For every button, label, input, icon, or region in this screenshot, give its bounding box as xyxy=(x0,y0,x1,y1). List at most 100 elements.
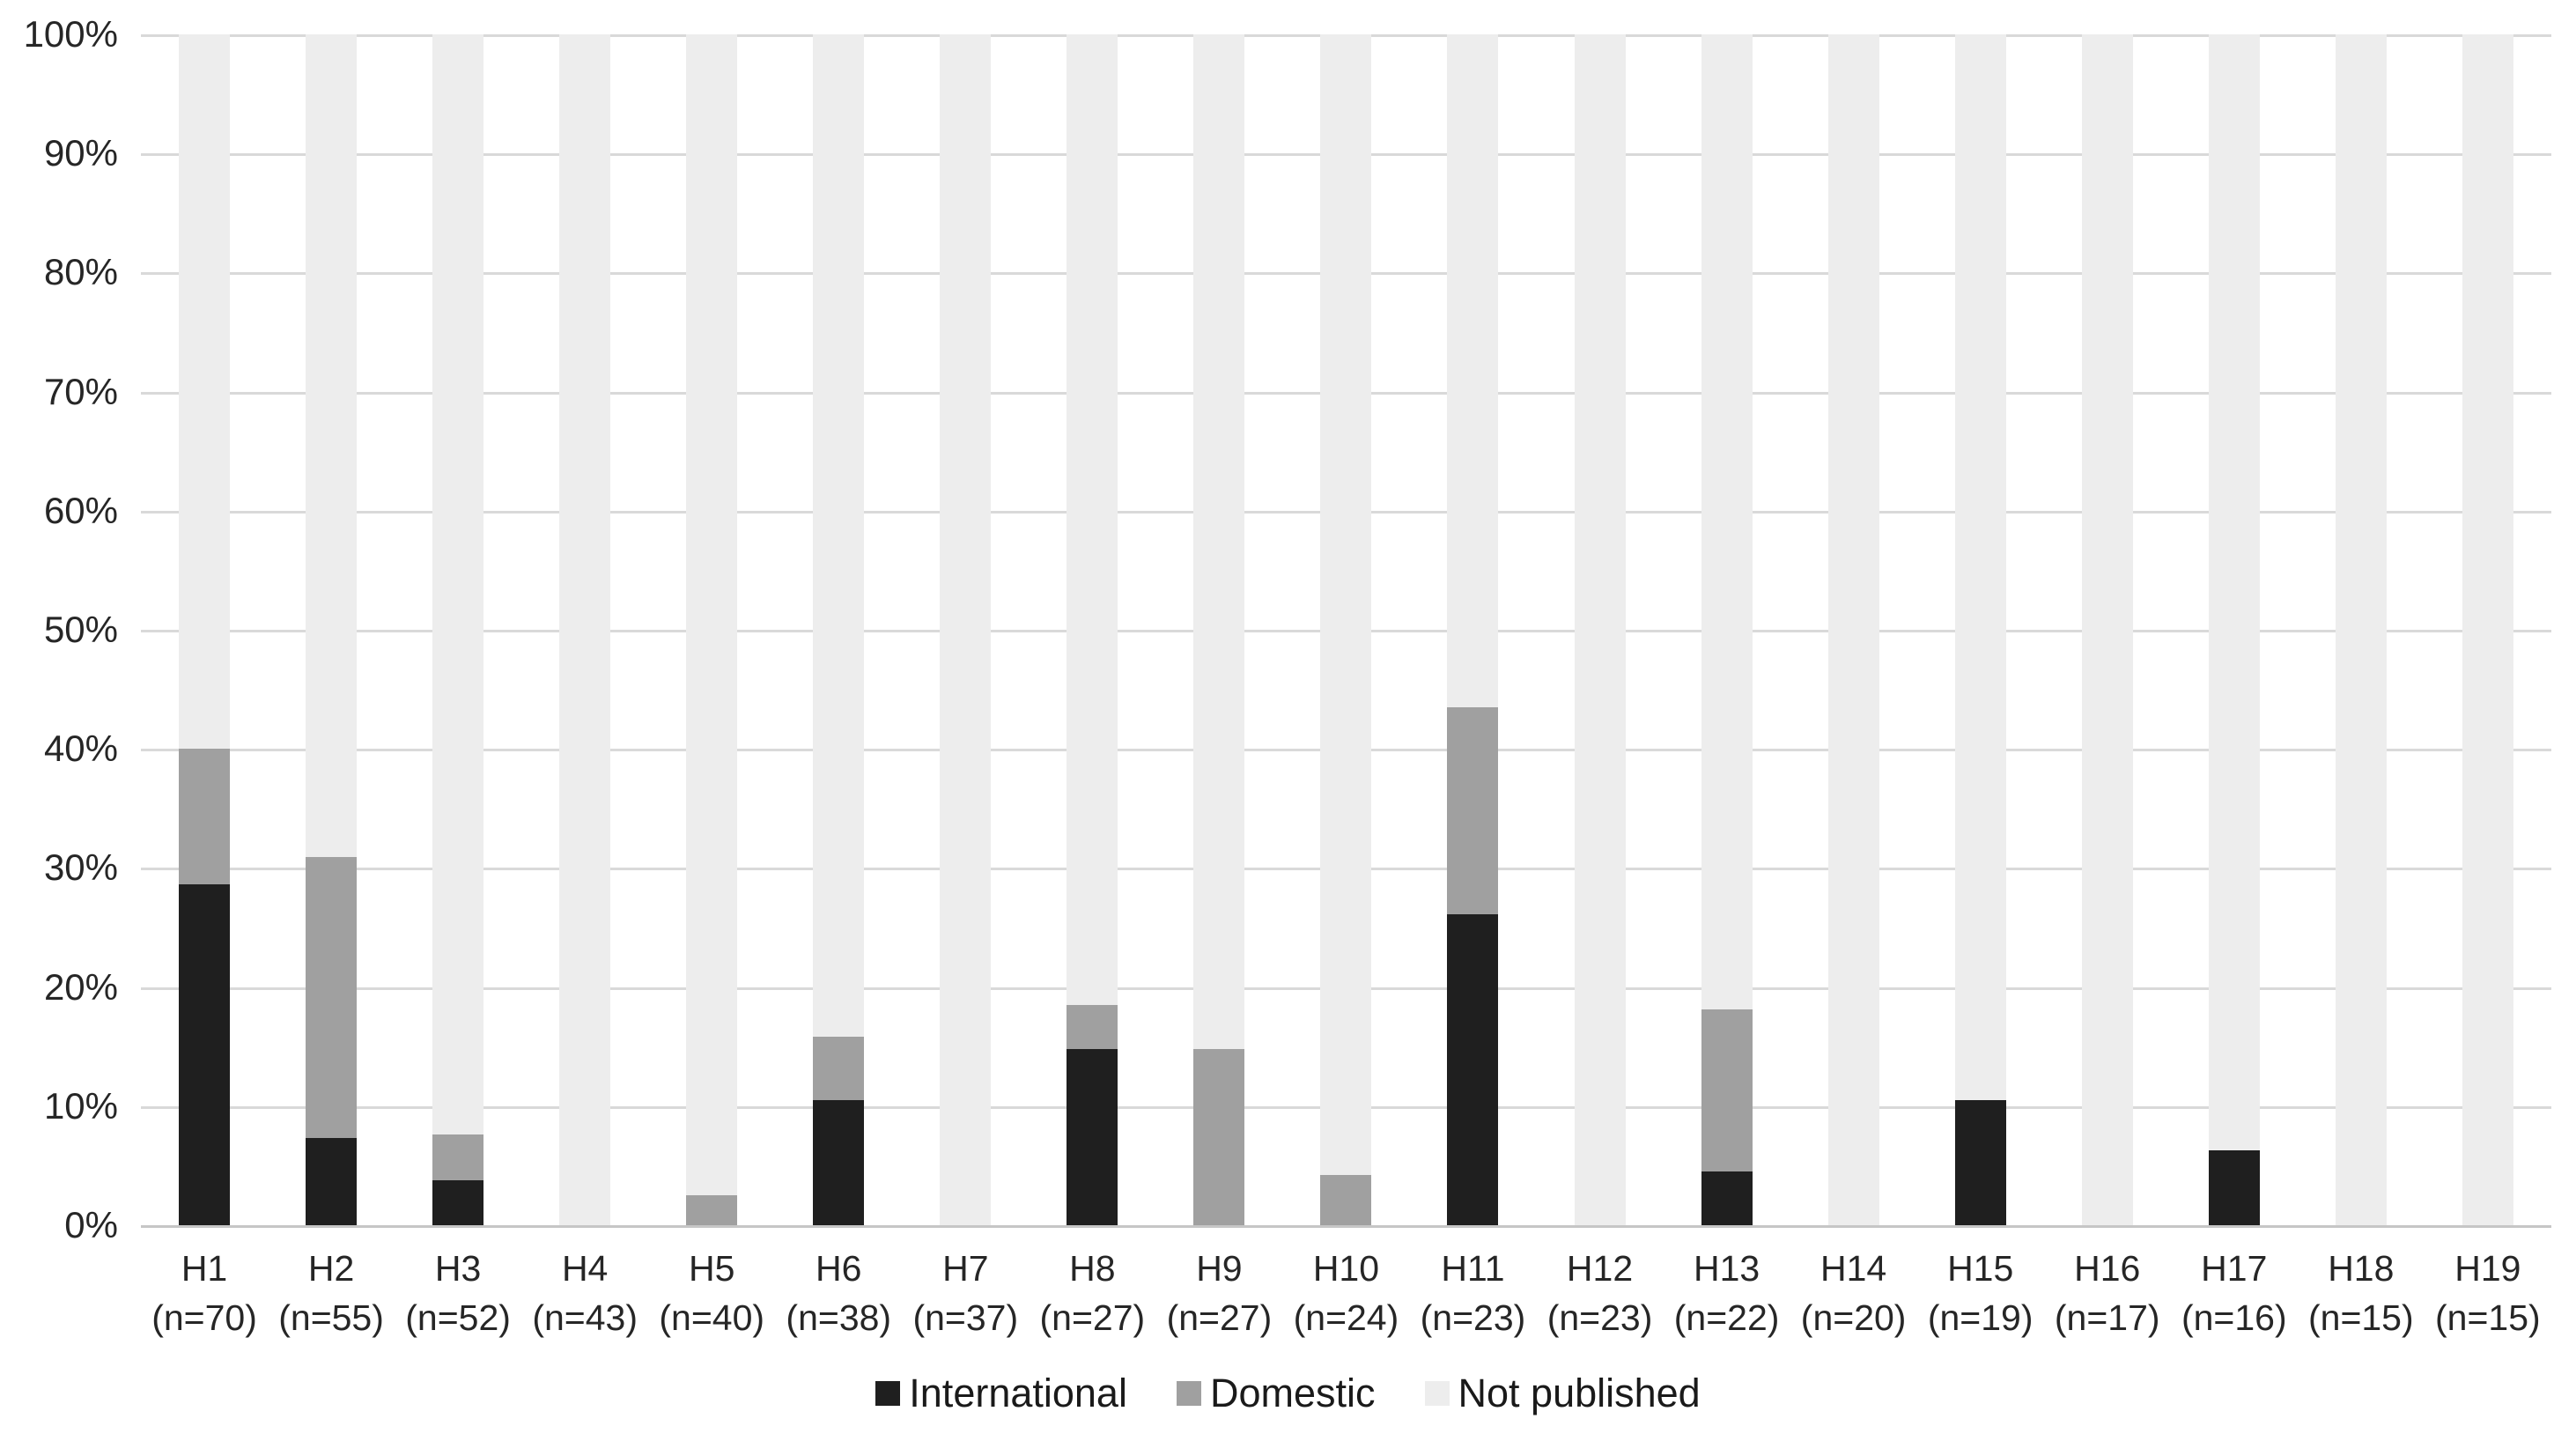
bar-segment-H8-domestic xyxy=(1067,1004,1118,1049)
x-tick-n-label: (n=15) xyxy=(2307,1297,2414,1338)
x-tick-category-label: H6 xyxy=(816,1248,862,1289)
x-tick-n-label: (n=23) xyxy=(1420,1297,1526,1338)
bar-slot-H7 xyxy=(902,34,1029,1225)
legend-swatch-icon xyxy=(875,1381,901,1406)
x-tick-H6: H6 (n=38) xyxy=(775,1244,902,1342)
bar-segment-H10-not-published xyxy=(1320,34,1372,1176)
bar-H6 xyxy=(813,34,865,1225)
x-tick-H4: H4 (n=43) xyxy=(521,1244,648,1342)
bar-segment-H1-domestic xyxy=(179,749,231,885)
x-tick-n-label: (n=43) xyxy=(532,1297,638,1338)
bar-segment-H16-not-published xyxy=(2081,34,2133,1225)
bar-slot-H18 xyxy=(2298,34,2425,1225)
bar-segment-H17-not-published xyxy=(2208,34,2260,1150)
y-tick-label-80%: 80% xyxy=(43,251,118,293)
bar-slot-H3 xyxy=(395,34,521,1225)
x-tick-category-label: H1 xyxy=(181,1248,228,1289)
legend-swatch-icon xyxy=(1176,1381,1201,1406)
x-tick-n-label: (n=70) xyxy=(151,1297,257,1338)
plot-area xyxy=(141,34,2551,1228)
y-tick-label-20%: 20% xyxy=(43,965,118,1008)
legend-item-not-published: Not published xyxy=(1424,1371,1701,1416)
bar-segment-H14-not-published xyxy=(1827,34,1879,1225)
x-tick-category-label: H19 xyxy=(2454,1248,2521,1289)
x-tick-H18: H18 (n=15) xyxy=(2298,1244,2425,1342)
bar-segment-H1-not-published xyxy=(179,34,231,750)
x-tick-H11: H11 (n=23) xyxy=(1409,1244,1536,1342)
bar-slot-H9 xyxy=(1155,34,1282,1225)
bar-slot-H4 xyxy=(521,34,648,1225)
x-tick-n-label: (n=15) xyxy=(2435,1297,2541,1338)
bar-H18 xyxy=(2335,34,2387,1225)
legend-label: Domestic xyxy=(1209,1371,1376,1415)
x-tick-H7: H7 (n=37) xyxy=(902,1244,1029,1342)
y-axis: 0% 10% 20% 30% 40% 50% 60% 70% 80% 90% 100% xyxy=(0,0,123,1441)
bar-slot-H15 xyxy=(1917,34,2044,1225)
x-tick-n-label: (n=19) xyxy=(1927,1297,2033,1338)
bar-slot-H6 xyxy=(775,34,902,1225)
x-tick-category-label: H18 xyxy=(2328,1248,2395,1289)
x-tick-H9: H9 (n=27) xyxy=(1155,1244,1282,1342)
x-tick-H14: H14 (n=20) xyxy=(1790,1244,1917,1342)
bar-segment-H9-domestic xyxy=(1193,1048,1245,1225)
bar-segment-H11-international xyxy=(1447,914,1499,1225)
bar-segment-H17-international xyxy=(2208,1149,2260,1225)
bar-segment-H3-international xyxy=(432,1179,484,1225)
bar-slot-H13 xyxy=(1664,34,1790,1225)
x-tick-n-label: (n=17) xyxy=(2054,1297,2160,1338)
bar-segment-H1-international xyxy=(179,884,231,1225)
x-tick-n-label: (n=52) xyxy=(405,1297,511,1338)
x-tick-H5: H5 (n=40) xyxy=(648,1244,775,1342)
bar-slot-H5 xyxy=(648,34,775,1225)
x-tick-n-label: (n=24) xyxy=(1293,1297,1399,1338)
x-tick-n-label: (n=23) xyxy=(1546,1297,1653,1338)
legend: International Domestic Not published xyxy=(0,1371,2576,1416)
bar-segment-H6-domestic xyxy=(813,1037,865,1101)
bar-segment-H15-international xyxy=(1954,1100,2006,1225)
bar-slot-H11 xyxy=(1409,34,1536,1225)
bar-slot-H17 xyxy=(2171,34,2298,1225)
bar-H14 xyxy=(1827,34,1879,1225)
gridline-0% xyxy=(141,1225,2551,1228)
bar-segment-H5-domestic xyxy=(686,1195,738,1225)
bar-segment-H7-not-published xyxy=(940,34,992,1225)
bar-H1 xyxy=(179,34,231,1225)
bar-segment-H12-not-published xyxy=(1574,34,1626,1225)
x-tick-n-label: (n=40) xyxy=(659,1297,765,1338)
y-tick-label-50%: 50% xyxy=(43,609,118,650)
legend-item-international: International xyxy=(875,1371,1127,1416)
x-tick-category-label: H8 xyxy=(1069,1248,1116,1289)
x-tick-H16: H16 (n=17) xyxy=(2044,1244,2171,1342)
bar-slot-H10 xyxy=(1282,34,1409,1225)
bar-segment-H6-international xyxy=(813,1100,865,1225)
bar-segment-H2-international xyxy=(306,1138,358,1225)
bar-H3 xyxy=(432,34,484,1225)
bar-H9 xyxy=(1193,34,1245,1225)
bar-H16 xyxy=(2081,34,2133,1225)
x-tick-category-label: H14 xyxy=(1820,1248,1887,1289)
x-tick-H3: H3 (n=52) xyxy=(395,1244,521,1342)
y-tick-label-30%: 30% xyxy=(43,846,118,889)
x-tick-n-label: (n=20) xyxy=(1800,1297,1907,1338)
x-tick-category-label: H7 xyxy=(942,1248,989,1289)
x-tick-category-label: H10 xyxy=(1312,1248,1380,1289)
x-tick-category-label: H9 xyxy=(1196,1248,1243,1289)
bar-segment-H6-not-published xyxy=(813,34,865,1038)
y-tick-label-40%: 40% xyxy=(43,728,118,770)
y-tick-label-0%: 0% xyxy=(64,1204,118,1245)
x-tick-H17: H17 (n=16) xyxy=(2171,1244,2298,1342)
bar-segment-H13-not-published xyxy=(1701,34,1753,1010)
x-tick-n-label: (n=37) xyxy=(912,1297,1019,1338)
bar-segment-H15-not-published xyxy=(1954,34,2006,1101)
x-axis: H1 (n=70) H2 (n=55) H3 (n=52) H4 (n=43) H5 (n=40)… xyxy=(141,1244,2551,1342)
x-tick-n-label: (n=38) xyxy=(786,1297,892,1338)
bar-H7 xyxy=(940,34,992,1225)
x-tick-category-label: H15 xyxy=(1947,1248,2014,1289)
x-tick-H19: H19 (n=15) xyxy=(2425,1244,2551,1342)
x-tick-category-label: H5 xyxy=(689,1248,735,1289)
x-tick-category-label: H16 xyxy=(2074,1248,2141,1289)
legend-label: Not published xyxy=(1458,1371,1701,1415)
bar-segment-H2-domestic xyxy=(306,857,358,1139)
legend-label: International xyxy=(909,1371,1127,1415)
bar-H13 xyxy=(1701,34,1753,1225)
